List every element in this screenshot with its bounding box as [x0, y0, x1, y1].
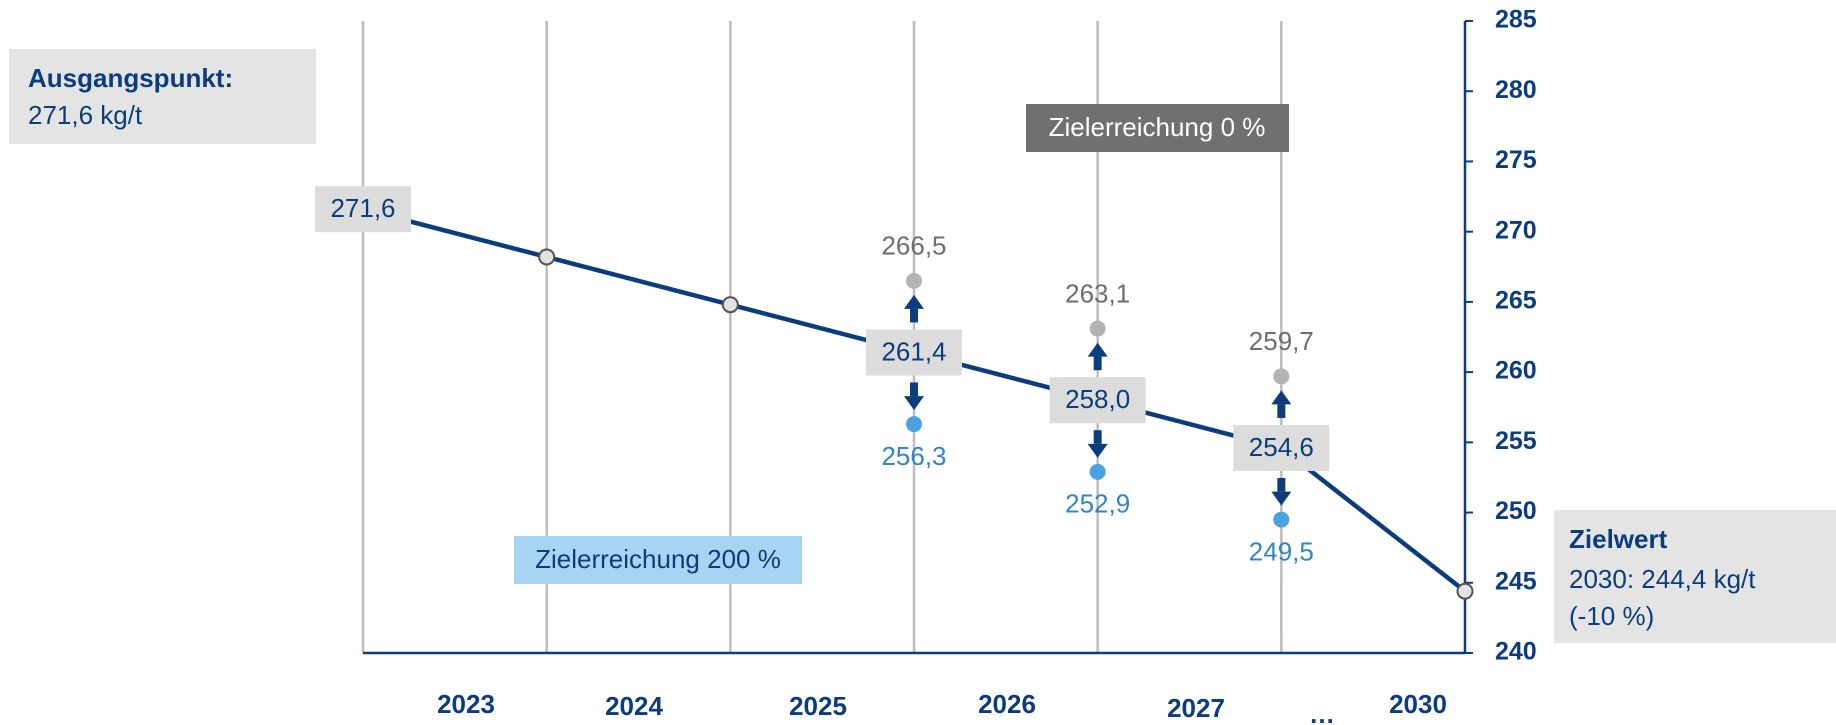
target-value: 2030: 244,4 kg/t — [1569, 564, 1756, 594]
value-label: 261,4 — [881, 336, 946, 366]
x-tick-label: 2027 — [1167, 693, 1225, 723]
y-tick-label: 255 — [1495, 427, 1537, 455]
value-label: 263,1 — [1065, 278, 1130, 308]
y-tick-label: 265 — [1495, 286, 1537, 314]
point — [1456, 582, 1474, 600]
point — [1089, 320, 1106, 337]
target-box — [1554, 510, 1836, 643]
x-tick-label: 2024 — [605, 691, 663, 721]
goal-double: Zielerreichung 200 % — [535, 544, 781, 574]
x-tick-label: 2023 — [437, 689, 495, 719]
value-label: 254,6 — [1249, 432, 1314, 462]
x-tick-label: 2030 — [1389, 689, 1447, 719]
y-tick-label: 260 — [1495, 357, 1537, 385]
value-label: 259,7 — [1249, 326, 1314, 356]
value-label: 266,5 — [881, 231, 946, 261]
point — [721, 296, 739, 314]
value-label: 271,6 — [330, 193, 395, 223]
start-title: Ausgangspunkt: — [28, 63, 233, 93]
point — [906, 272, 922, 289]
y-tick-label: 285 — [1495, 6, 1537, 34]
start-box — [9, 49, 316, 144]
target-change: (-10 %) — [1569, 601, 1654, 631]
point — [1273, 368, 1290, 385]
y-tick-label: 280 — [1495, 76, 1537, 104]
target-title: Zielwert — [1569, 524, 1668, 554]
start-value: 271,6 kg/t — [28, 100, 143, 130]
point — [1089, 463, 1106, 480]
arrow-head — [1271, 390, 1292, 405]
arrow-head — [1271, 491, 1292, 506]
value-label-box — [866, 329, 962, 376]
arrow-head — [1087, 443, 1108, 458]
x-tick-label: … — [1309, 699, 1335, 725]
y-tick-label: 240 — [1495, 638, 1537, 666]
value-label-box — [1049, 377, 1146, 424]
y-tick-label: 245 — [1495, 567, 1537, 595]
value-label: 252,9 — [1065, 489, 1130, 519]
value-label: 258,0 — [1065, 384, 1130, 414]
point — [1273, 511, 1290, 528]
x-tick-label: 2026 — [978, 689, 1036, 719]
value-label-box — [1233, 424, 1330, 471]
value-label-box — [315, 186, 411, 233]
arrow-head — [904, 396, 924, 411]
y-tick-label: 270 — [1495, 216, 1537, 244]
value-label: 256,3 — [881, 441, 946, 471]
arrow-head — [1087, 342, 1108, 357]
point — [538, 248, 556, 266]
point — [906, 416, 922, 433]
value-label: 249,5 — [1249, 536, 1314, 566]
goal-zero: Zielerreichung 0 % — [1049, 112, 1266, 142]
goal-double-box — [514, 536, 802, 584]
y-tick-label: 275 — [1495, 146, 1537, 174]
arrow-head — [904, 294, 924, 309]
goal-zero-box — [1026, 104, 1289, 152]
y-tick-label: 250 — [1495, 497, 1537, 525]
x-tick-label: 2025 — [789, 691, 847, 721]
